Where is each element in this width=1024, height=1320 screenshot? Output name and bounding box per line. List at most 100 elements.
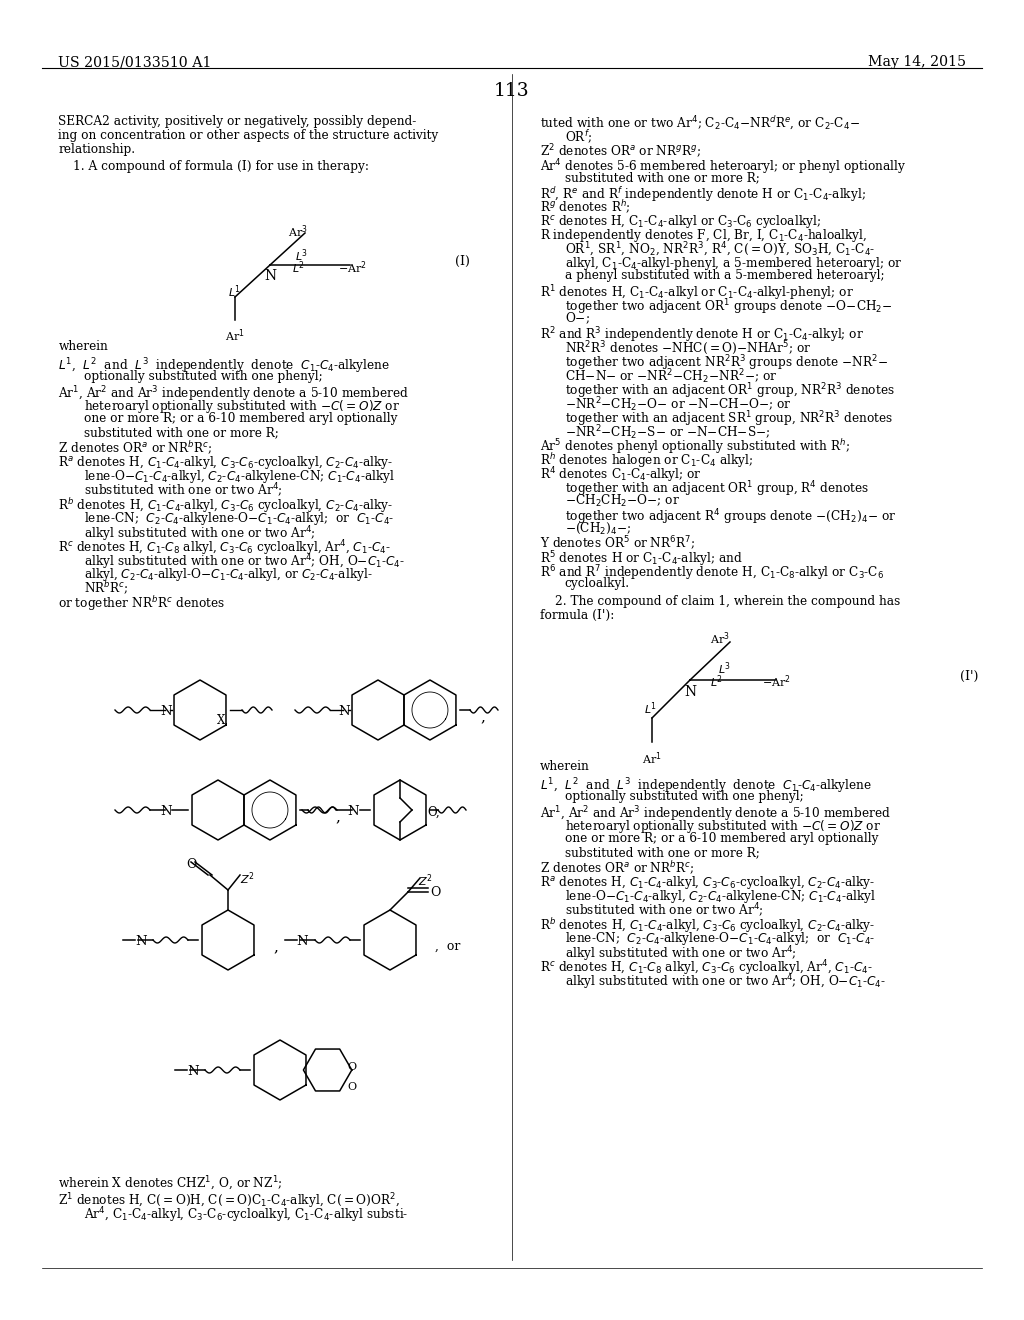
Text: N: N — [296, 935, 307, 948]
Text: together with an adjacent SR$^1$ group, NR$^2$R$^3$ denotes: together with an adjacent SR$^1$ group, … — [564, 409, 893, 429]
Text: lene-CN;  $C_2$-$C_4$-alkylene-O$-$$C_1$-$C_4$-alkyl;  or  $C_1$-$C_4$-: lene-CN; $C_2$-$C_4$-alkylene-O$-$$C_1$-… — [84, 510, 394, 527]
Text: $L^1$,  $L^2$  and  $L^3$  independently  denote  $C_1$-$C_4$-alkylene: $L^1$, $L^2$ and $L^3$ independently den… — [58, 356, 390, 376]
Text: lene-CN;  $C_2$-$C_4$-alkylene-O$-$$C_1$-$C_4$-alkyl;  or  $C_1$-$C_4$-: lene-CN; $C_2$-$C_4$-alkylene-O$-$$C_1$-… — [564, 931, 876, 946]
Text: N: N — [160, 705, 172, 718]
Text: $Z^2$: $Z^2$ — [240, 870, 255, 887]
Text: R$^5$ denotes H or C$_1$-C$_4$-alkyl; and: R$^5$ denotes H or C$_1$-C$_4$-alkyl; an… — [540, 549, 742, 569]
Text: Ar$^1$, Ar$^2$ and Ar$^3$ independently denote a 5-10 membered: Ar$^1$, Ar$^2$ and Ar$^3$ independently … — [540, 804, 890, 824]
Text: one or more R; or a 6-10 membered aryl optionally: one or more R; or a 6-10 membered aryl o… — [84, 412, 397, 425]
Text: R$^c$ denotes H, C$_1$-C$_4$-alkyl or C$_3$-C$_6$ cycloalkyl;: R$^c$ denotes H, C$_1$-C$_4$-alkyl or C$… — [540, 213, 820, 230]
Text: cycloalkyl.: cycloalkyl. — [564, 577, 630, 590]
Text: N: N — [338, 705, 349, 718]
Text: R$^b$ denotes H, $C_1$-$C_4$-alkyl, $C_3$-$C_6$ cycloalkyl, $C_2$-$C_4$-alky-: R$^b$ denotes H, $C_1$-$C_4$-alkyl, $C_3… — [540, 916, 874, 935]
Text: OR$^1$, SR$^1$, NO$_2$, NR$^2$R$^3$, R$^4$, C($=$O)Y, SO$_3$H, C$_1$-C$_4$-: OR$^1$, SR$^1$, NO$_2$, NR$^2$R$^3$, R$^… — [564, 242, 876, 259]
Text: OR$^f$;: OR$^f$; — [564, 129, 592, 147]
Text: $L^3$: $L^3$ — [718, 660, 731, 677]
Text: heteroaryl optionally substituted with $-C(=O)Z$ or: heteroaryl optionally substituted with $… — [84, 399, 400, 414]
Text: together two adjacent OR$^1$ groups denote $-$O$-$CH$_2$$-$: together two adjacent OR$^1$ groups deno… — [564, 297, 892, 317]
Text: R$^2$ and R$^3$ independently denote H or C$_1$-C$_4$-alkyl; or: R$^2$ and R$^3$ independently denote H o… — [540, 325, 863, 345]
Text: O$-$;: O$-$; — [564, 312, 590, 326]
Text: R$^c$ denotes H, $C_1$-$C_8$ alkyl, $C_3$-$C_6$ cycloalkyl, Ar$^4$, $C_1$-$C_4$-: R$^c$ denotes H, $C_1$-$C_8$ alkyl, $C_3… — [58, 539, 391, 557]
Text: substituted with one or two Ar$^4$;: substituted with one or two Ar$^4$; — [564, 902, 763, 920]
Text: O: O — [347, 1082, 356, 1092]
Text: R$^6$ and R$^7$ independently denote H, C$_1$-C$_8$-alkyl or C$_3$-C$_6$: R$^6$ and R$^7$ independently denote H, … — [540, 564, 884, 582]
Text: May 14, 2015: May 14, 2015 — [868, 55, 966, 69]
Text: NR$^2$R$^3$ denotes $-$NHC($=$O)$-$NHAr$^5$; or: NR$^2$R$^3$ denotes $-$NHC($=$O)$-$NHAr$… — [564, 339, 811, 356]
Text: Z denotes OR$^a$ or NR$^b$R$^c$;: Z denotes OR$^a$ or NR$^b$R$^c$; — [58, 440, 213, 457]
Text: alkyl, C$_1$-C$_4$-alkyl-phenyl, a 5-membered heteroaryl; or: alkyl, C$_1$-C$_4$-alkyl-phenyl, a 5-mem… — [564, 255, 902, 272]
Text: $-$NR$^2$$-$CH$_2$$-$S$-$ or $-$N$-$CH$-$S$-$;: $-$NR$^2$$-$CH$_2$$-$S$-$ or $-$N$-$CH$-… — [564, 422, 770, 442]
Text: Ar$^1$: Ar$^1$ — [642, 750, 662, 767]
Text: NR$^b$R$^c$;: NR$^b$R$^c$; — [84, 579, 129, 598]
Text: R$^c$ denotes H, $C_1$-$C_8$ alkyl, $C_3$-$C_6$ cycloalkyl, Ar$^4$, $C_1$-$C_4$-: R$^c$ denotes H, $C_1$-$C_8$ alkyl, $C_3… — [540, 958, 872, 978]
Text: ,  or: , or — [435, 940, 461, 953]
Text: ,: , — [480, 710, 485, 723]
Text: substituted with one or two Ar$^4$;: substituted with one or two Ar$^4$; — [84, 482, 283, 500]
Text: together two adjacent NR$^2$R$^3$ groups denote $-$NR$^2$$-$: together two adjacent NR$^2$R$^3$ groups… — [564, 352, 888, 372]
Text: lene-O$-$$C_1$-$C_4$-alkyl, $C_2$-$C_4$-alkylene-CN; $C_1$-$C_4$-alkyl: lene-O$-$$C_1$-$C_4$-alkyl, $C_2$-$C_4$-… — [84, 469, 395, 484]
Text: $Z^2$: $Z^2$ — [418, 873, 433, 888]
Text: Ar$^1$: Ar$^1$ — [225, 327, 245, 343]
Text: N: N — [684, 685, 696, 700]
Text: alkyl substituted with one or two Ar$^4$;: alkyl substituted with one or two Ar$^4$… — [84, 524, 315, 544]
Text: O: O — [347, 1063, 356, 1072]
Text: 2. The compound of claim 1, wherein the compound has: 2. The compound of claim 1, wherein the … — [555, 595, 900, 609]
Text: 113: 113 — [495, 82, 529, 100]
Text: X,: X, — [216, 714, 228, 727]
Text: R$^1$ denotes H, C$_1$-C$_4$-alkyl or C$_1$-C$_4$-alkyl-phenyl; or: R$^1$ denotes H, C$_1$-C$_4$-alkyl or C$… — [540, 282, 854, 302]
Text: substituted with one or more R;: substituted with one or more R; — [564, 846, 760, 859]
Text: R$^h$ denotes halogen or C$_1$-C$_4$ alkyl;: R$^h$ denotes halogen or C$_1$-C$_4$ alk… — [540, 451, 753, 470]
Text: O: O — [186, 858, 197, 871]
Text: formula (I'):: formula (I'): — [540, 609, 614, 622]
Text: $-$(CH$_2$)$_4$$-$;: $-$(CH$_2$)$_4$$-$; — [564, 521, 631, 536]
Text: N: N — [135, 935, 146, 948]
Text: together with an adjacent OR$^1$ group, R$^4$ denotes: together with an adjacent OR$^1$ group, … — [564, 479, 868, 499]
Text: $L^1$: $L^1$ — [228, 282, 242, 300]
Text: O: O — [430, 886, 440, 899]
Text: ,: , — [273, 940, 278, 954]
Text: Z$^1$ denotes H, C($=$O)H, C($=$O)C$_1$-C$_4$-alkyl, C($=$O)OR$^2$,: Z$^1$ denotes H, C($=$O)H, C($=$O)C$_1$-… — [58, 1191, 400, 1210]
Text: lene-O$-$$C_1$-$C_4$-alkyl, $C_2$-$C_4$-alkylene-CN; $C_1$-$C_4$-alkyl: lene-O$-$$C_1$-$C_4$-alkyl, $C_2$-$C_4$-… — [564, 888, 876, 906]
Text: together two adjacent R$^4$ groups denote $-$(CH$_2$)$_4$$-$ or: together two adjacent R$^4$ groups denot… — [564, 507, 896, 527]
Text: relationship.: relationship. — [58, 143, 135, 156]
Text: R$^4$ denotes C$_1$-C$_4$-alkyl; or: R$^4$ denotes C$_1$-C$_4$-alkyl; or — [540, 465, 701, 484]
Text: $L^1$,  $L^2$  and  $L^3$  independently  denote  $C_1$-$C_4$-alkylene: $L^1$, $L^2$ and $L^3$ independently den… — [540, 776, 871, 796]
Text: together with an adjacent OR$^1$ group, NR$^2$R$^3$ denotes: together with an adjacent OR$^1$ group, … — [564, 381, 894, 400]
Text: US 2015/0133510 A1: US 2015/0133510 A1 — [58, 55, 212, 69]
Text: $-$NR$^2$$-$CH$_2$$-$O$-$ or $-$N$-$CH$-$O$-$; or: $-$NR$^2$$-$CH$_2$$-$O$-$ or $-$N$-$CH$-… — [564, 395, 792, 413]
Text: ing on concentration or other aspects of the structure activity: ing on concentration or other aspects of… — [58, 129, 438, 143]
Text: $-$Ar$^2$: $-$Ar$^2$ — [762, 673, 791, 689]
Text: R$^b$ denotes H, $C_1$-$C_4$-alkyl, $C_3$-$C_6$ cycloalkyl, $C_2$-$C_4$-alky-: R$^b$ denotes H, $C_1$-$C_4$-alkyl, $C_3… — [58, 496, 393, 515]
Text: one or more R; or a 6-10 membered aryl optionally: one or more R; or a 6-10 membered aryl o… — [564, 832, 879, 845]
Text: R$^d$, R$^e$ and R$^f$ independently denote H or C$_1$-C$_4$-alkyl;: R$^d$, R$^e$ and R$^f$ independently den… — [540, 185, 865, 203]
Text: $-$Ar$^2$: $-$Ar$^2$ — [338, 259, 367, 276]
Text: optionally substituted with one phenyl;: optionally substituted with one phenyl; — [564, 789, 804, 803]
Text: alkyl substituted with one or two Ar$^4$;: alkyl substituted with one or two Ar$^4$… — [564, 944, 797, 964]
Text: heteroaryl optionally substituted with $-C(=O)Z$ or: heteroaryl optionally substituted with $… — [564, 818, 881, 836]
Text: ,: , — [336, 810, 341, 824]
Text: Ar$^1$, Ar$^2$ and Ar$^3$ independently denote a 5-10 membered: Ar$^1$, Ar$^2$ and Ar$^3$ independently … — [58, 384, 409, 404]
Text: or together NR$^b$R$^c$ denotes: or together NR$^b$R$^c$ denotes — [58, 594, 225, 612]
Text: $L^3$: $L^3$ — [295, 247, 308, 264]
Text: (I'): (I') — [961, 671, 978, 682]
Text: Z$^2$ denotes OR$^a$ or NR$^g$R$^g$;: Z$^2$ denotes OR$^a$ or NR$^g$R$^g$; — [540, 143, 701, 161]
Text: CH$-$N$-$ or $-$NR$^2$$-$CH$_2$$-$NR$^2$$-$; or: CH$-$N$-$ or $-$NR$^2$$-$CH$_2$$-$NR$^2$… — [564, 367, 777, 385]
Text: N: N — [347, 805, 358, 818]
Text: $L^2$: $L^2$ — [292, 259, 305, 276]
Text: O,: O, — [427, 805, 439, 818]
Text: optionally substituted with one phenyl;: optionally substituted with one phenyl; — [84, 370, 323, 383]
Text: Ar$^4$ denotes 5-6 membered heteroaryl; or phenyl optionally: Ar$^4$ denotes 5-6 membered heteroaryl; … — [540, 157, 906, 177]
Text: a phenyl substituted with a 5-membered heteroaryl;: a phenyl substituted with a 5-membered h… — [564, 269, 885, 282]
Text: substituted with one or more R;: substituted with one or more R; — [84, 426, 279, 440]
Text: N: N — [160, 805, 172, 818]
Text: alkyl, $C_2$-$C_4$-alkyl-O$-$$C_1$-$C_4$-alkyl, or $C_2$-$C_4$-alkyl-: alkyl, $C_2$-$C_4$-alkyl-O$-$$C_1$-$C_4$… — [84, 566, 373, 583]
Text: N: N — [187, 1065, 199, 1078]
Text: Ar$^4$, C$_1$-C$_4$-alkyl, C$_3$-C$_6$-cycloalkyl, C$_1$-C$_4$-alkyl substi-: Ar$^4$, C$_1$-C$_4$-alkyl, C$_3$-C$_6$-c… — [84, 1205, 409, 1225]
Text: Y denotes OR$^5$ or NR$^6$R$^7$;: Y denotes OR$^5$ or NR$^6$R$^7$; — [540, 535, 695, 553]
Text: SERCA2 activity, positively or negatively, possibly depend-: SERCA2 activity, positively or negativel… — [58, 115, 417, 128]
Text: R independently denotes F, Cl, Br, I, C$_1$-C$_4$-haloalkyl,: R independently denotes F, Cl, Br, I, C$… — [540, 227, 866, 244]
Text: $L^2$: $L^2$ — [710, 673, 723, 689]
Text: wherein: wherein — [540, 760, 590, 774]
Text: (I): (I) — [455, 255, 470, 268]
Text: tuted with one or two Ar$^4$; C$_2$-C$_4$$-$NR$^d$R$^e$, or C$_2$-C$_4$$-$: tuted with one or two Ar$^4$; C$_2$-C$_4… — [540, 115, 859, 132]
